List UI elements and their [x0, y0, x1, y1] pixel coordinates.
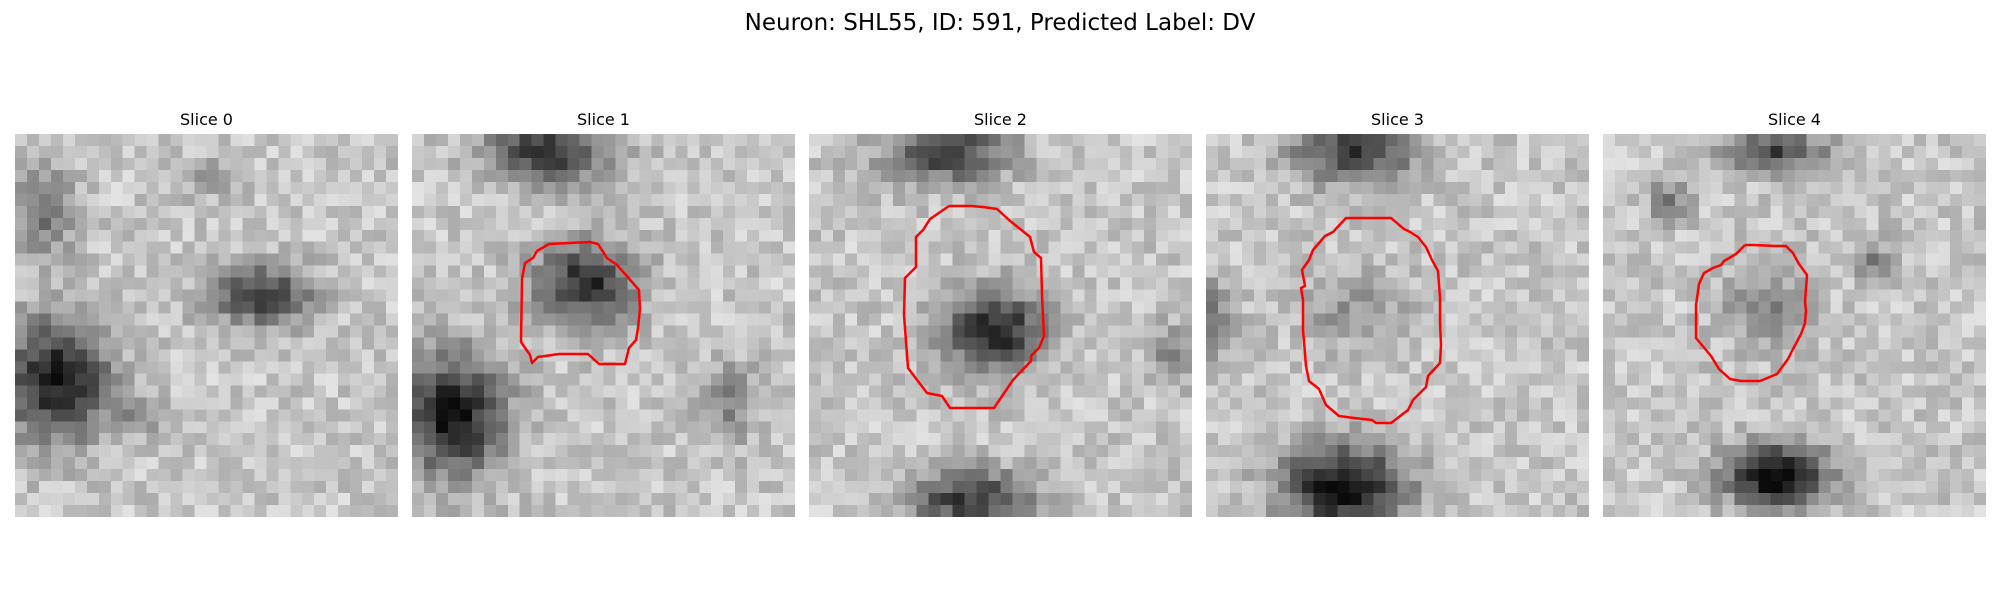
- slice-image: [1206, 134, 1589, 517]
- grayscale-pixel-grid: [412, 134, 795, 517]
- slice-image: [1603, 134, 1986, 517]
- slice-title: Slice 3: [1371, 110, 1424, 129]
- grayscale-pixel-grid: [15, 134, 398, 517]
- slice-panel-0: Slice 0: [15, 110, 398, 517]
- roi-contour: [902, 204, 1046, 410]
- roi-contour: [519, 240, 642, 366]
- slice-title: Slice 2: [974, 110, 1027, 129]
- grayscale-pixel-grid: [1603, 134, 1986, 517]
- slice-panel-1: Slice 1: [412, 110, 795, 517]
- slice-image: [809, 134, 1192, 517]
- figure-title: Neuron: SHL55, ID: 591, Predicted Label:…: [744, 10, 1256, 36]
- grayscale-pixel-grid: [1206, 134, 1589, 517]
- grayscale-pixel-grid: [809, 134, 1192, 517]
- roi-contour: [1299, 216, 1443, 425]
- slice-image: [412, 134, 795, 517]
- slice-title: Slice 4: [1768, 110, 1821, 129]
- slice-panel-2: Slice 2: [809, 110, 1192, 517]
- slice-title: Slice 1: [577, 110, 630, 129]
- roi-contour: [1694, 243, 1809, 383]
- slice-panel-3: Slice 3: [1206, 110, 1589, 517]
- slice-image: [15, 134, 398, 517]
- slice-title: Slice 0: [180, 110, 233, 129]
- slice-panel-4: Slice 4: [1603, 110, 1986, 517]
